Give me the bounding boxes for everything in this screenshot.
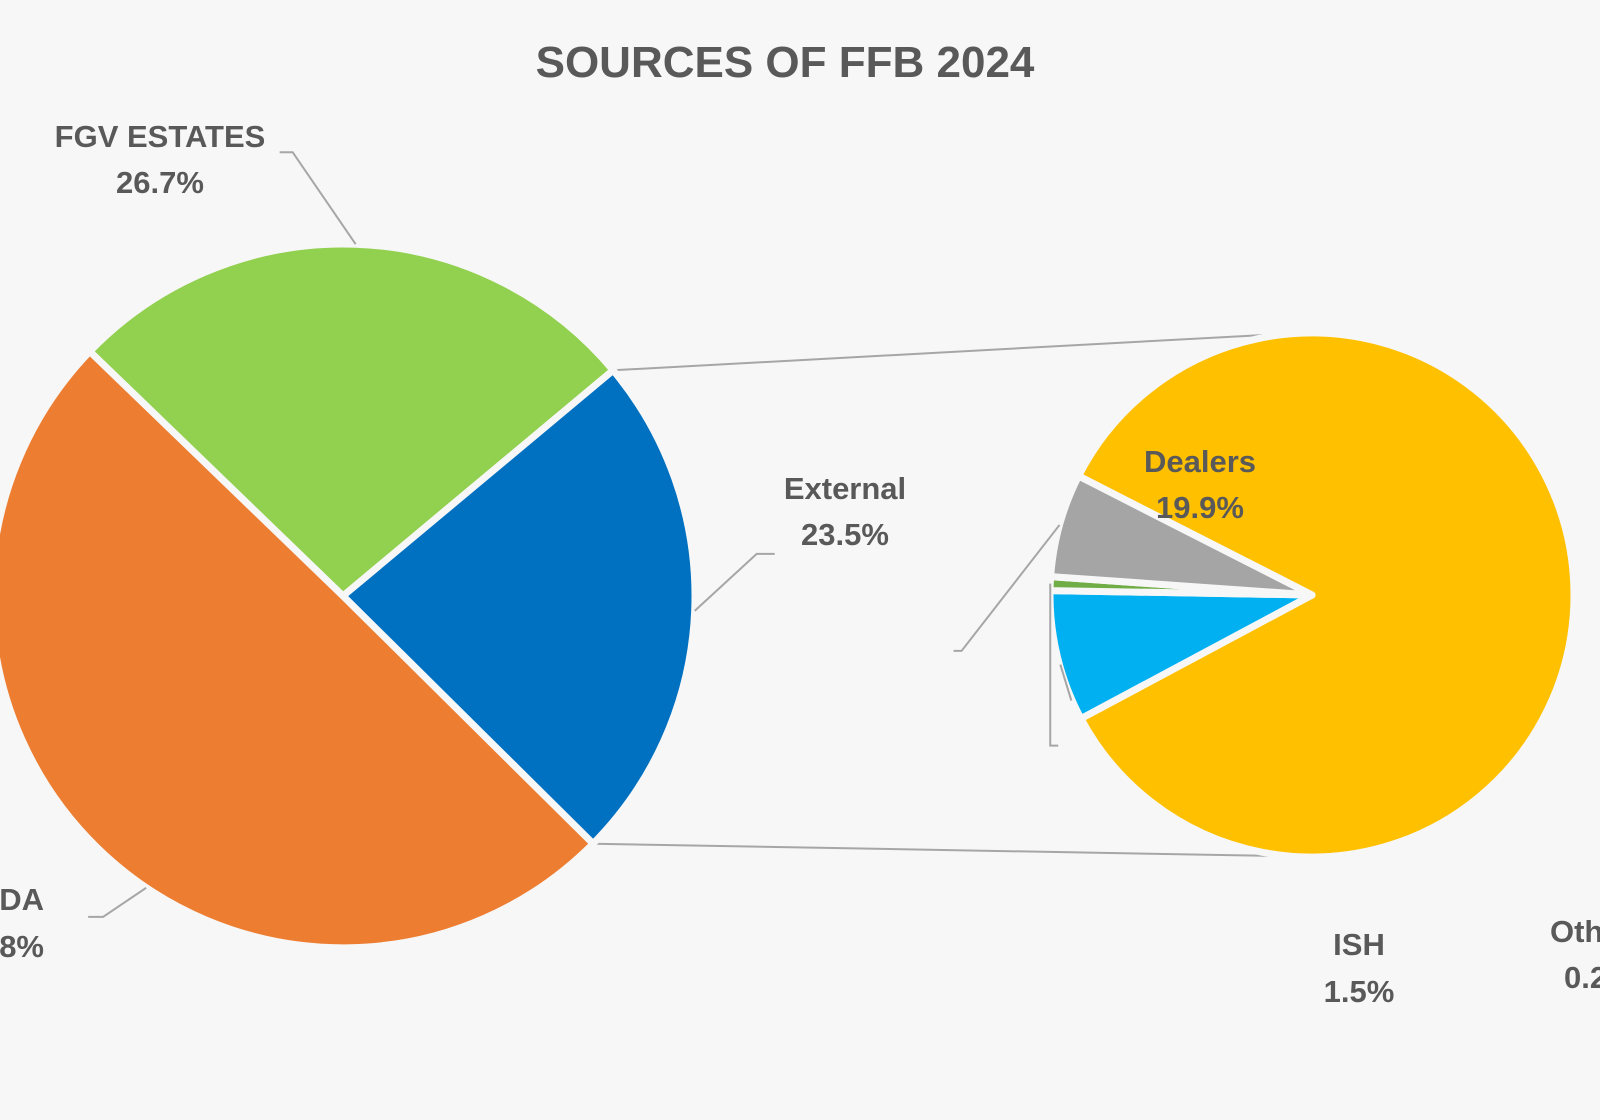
label-leader-oth [1049, 583, 1059, 747]
label-name-left-slice: DA [0, 882, 44, 917]
label-leader-external [694, 552, 775, 612]
data-labels: FGV ESTATES 26.7% External 23.5% DA 8% Dealers… [0, 119, 1600, 1009]
label-leader-left-slice [88, 886, 147, 918]
label-value-external: 23.5% [801, 517, 889, 552]
label-value-fgv-estates: 26.7% [116, 165, 204, 200]
breakout-slice-ish [1047, 472, 1316, 599]
label-name-ish: ISH [1333, 927, 1385, 962]
main-slice-external [339, 366, 699, 848]
main-slice-da [0, 347, 597, 952]
connector-line-top [613, 333, 1283, 372]
label-name-dealers: Dealers [1144, 444, 1256, 479]
main-pie [0, 240, 699, 952]
label-leader-blue-slice [1059, 664, 1073, 701]
breakout-pie [1046, 329, 1578, 861]
breakout-slice-dealers [1075, 329, 1578, 861]
label-value-oth: 0.2 [1564, 960, 1600, 995]
label-value-ish: 1.5% [1324, 974, 1395, 1009]
label-name-oth: Oth [1550, 914, 1600, 949]
label-value-dealers: 19.9% [1156, 490, 1244, 525]
label-leader-fgv-estates [279, 151, 357, 245]
connector-line-bottom [593, 842, 1278, 857]
label-leader-ish [953, 524, 1061, 652]
chart-title: SOURCES OF FFB 2024 [536, 38, 1035, 87]
label-value-left-slice: 8% [0, 929, 44, 964]
series-connector-lines [593, 333, 1283, 857]
label-name-fgv-estates: FGV ESTATES [55, 119, 266, 154]
label-name-external: External [784, 471, 906, 506]
